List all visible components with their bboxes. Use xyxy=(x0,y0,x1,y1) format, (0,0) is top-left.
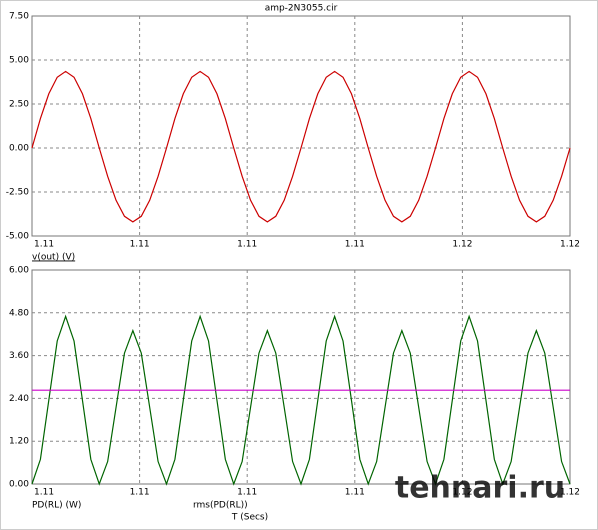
x-tick-label: 1.11 xyxy=(34,488,54,498)
y-tick-label: 6.00 xyxy=(9,266,29,276)
x-tick-label: 1.12 xyxy=(560,488,580,498)
x-tick-label: 1.11 xyxy=(237,488,257,498)
y-tick-label: 2.40 xyxy=(9,394,29,404)
y-tick-label: -5.00 xyxy=(6,232,30,242)
y-tick-label: 0.00 xyxy=(9,480,29,490)
plot-area xyxy=(31,269,571,485)
x-tick-label: 1.11 xyxy=(34,240,54,250)
plot-area xyxy=(31,15,571,237)
chart-title: amp-2N3055.cir xyxy=(265,4,338,14)
x-tick-label: 1.11 xyxy=(237,240,257,250)
y-tick-label: 0.00 xyxy=(9,144,29,154)
y-tick-label: 5.00 xyxy=(9,56,29,66)
y-tick-label: 3.60 xyxy=(9,351,29,361)
x-tick-label: 1.12 xyxy=(452,240,472,250)
x-tick-label: 1.11 xyxy=(130,240,150,250)
y-tick-label: 2.50 xyxy=(9,100,29,110)
y-tick-label: 7.50 xyxy=(9,12,29,22)
legend-label: rms(PD(RL)) xyxy=(193,501,248,511)
watermark: tehnari.ru xyxy=(395,471,565,506)
legend-label: v(out) (V) xyxy=(32,253,75,263)
x-tick-label: 1.11 xyxy=(130,488,150,498)
legend-label: PD(RL) (W) xyxy=(32,501,81,511)
y-tick-label: -2.50 xyxy=(6,188,30,198)
x-tick-label: 1.12 xyxy=(560,240,580,250)
x-tick-label: 1.11 xyxy=(345,240,365,250)
y-tick-label: 4.80 xyxy=(9,308,29,318)
series-line xyxy=(31,314,571,486)
series-line xyxy=(31,70,571,223)
x-tick-label: 1.12 xyxy=(452,488,472,498)
x-axis-label: T (Secs) xyxy=(231,513,268,523)
y-tick-label: 1.20 xyxy=(9,437,29,447)
x-tick-label: 1.11 xyxy=(345,488,365,498)
